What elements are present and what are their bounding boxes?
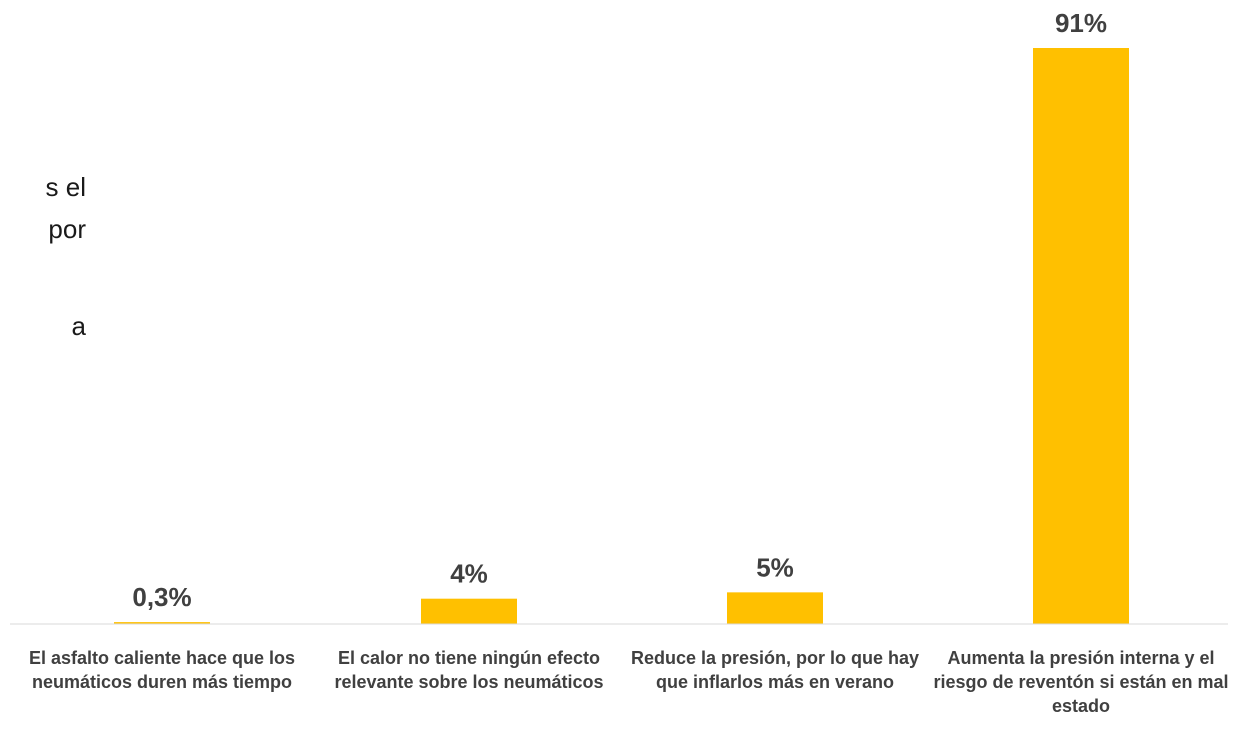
bar-2: [421, 598, 517, 624]
bar-4: [1033, 48, 1129, 624]
side-text-fragment: s el por a: [0, 0, 120, 420]
bar-3: [727, 592, 823, 624]
bar-group: [114, 48, 1129, 624]
side-text-line: s el: [45, 172, 86, 202]
side-text-line: a: [71, 311, 86, 341]
value-label-3: 5%: [756, 552, 794, 582]
category-label-3: Reduce la presión, por lo que hay que in…: [630, 648, 920, 692]
value-label-group: 0,3% 4% 5% 91%: [132, 8, 1107, 612]
value-label-1: 0,3%: [132, 582, 191, 612]
value-label-4: 91%: [1055, 8, 1107, 38]
category-label-2: El calor no tiene ningún efecto relevant…: [334, 648, 604, 692]
side-text-line: por: [48, 214, 86, 244]
value-label-2: 4%: [450, 559, 488, 589]
category-label-4: Aumenta la presión interna y el riesgo d…: [933, 648, 1229, 716]
bar-1: [114, 622, 210, 624]
category-label-1: El asfalto caliente hace que los neumáti…: [28, 648, 296, 692]
